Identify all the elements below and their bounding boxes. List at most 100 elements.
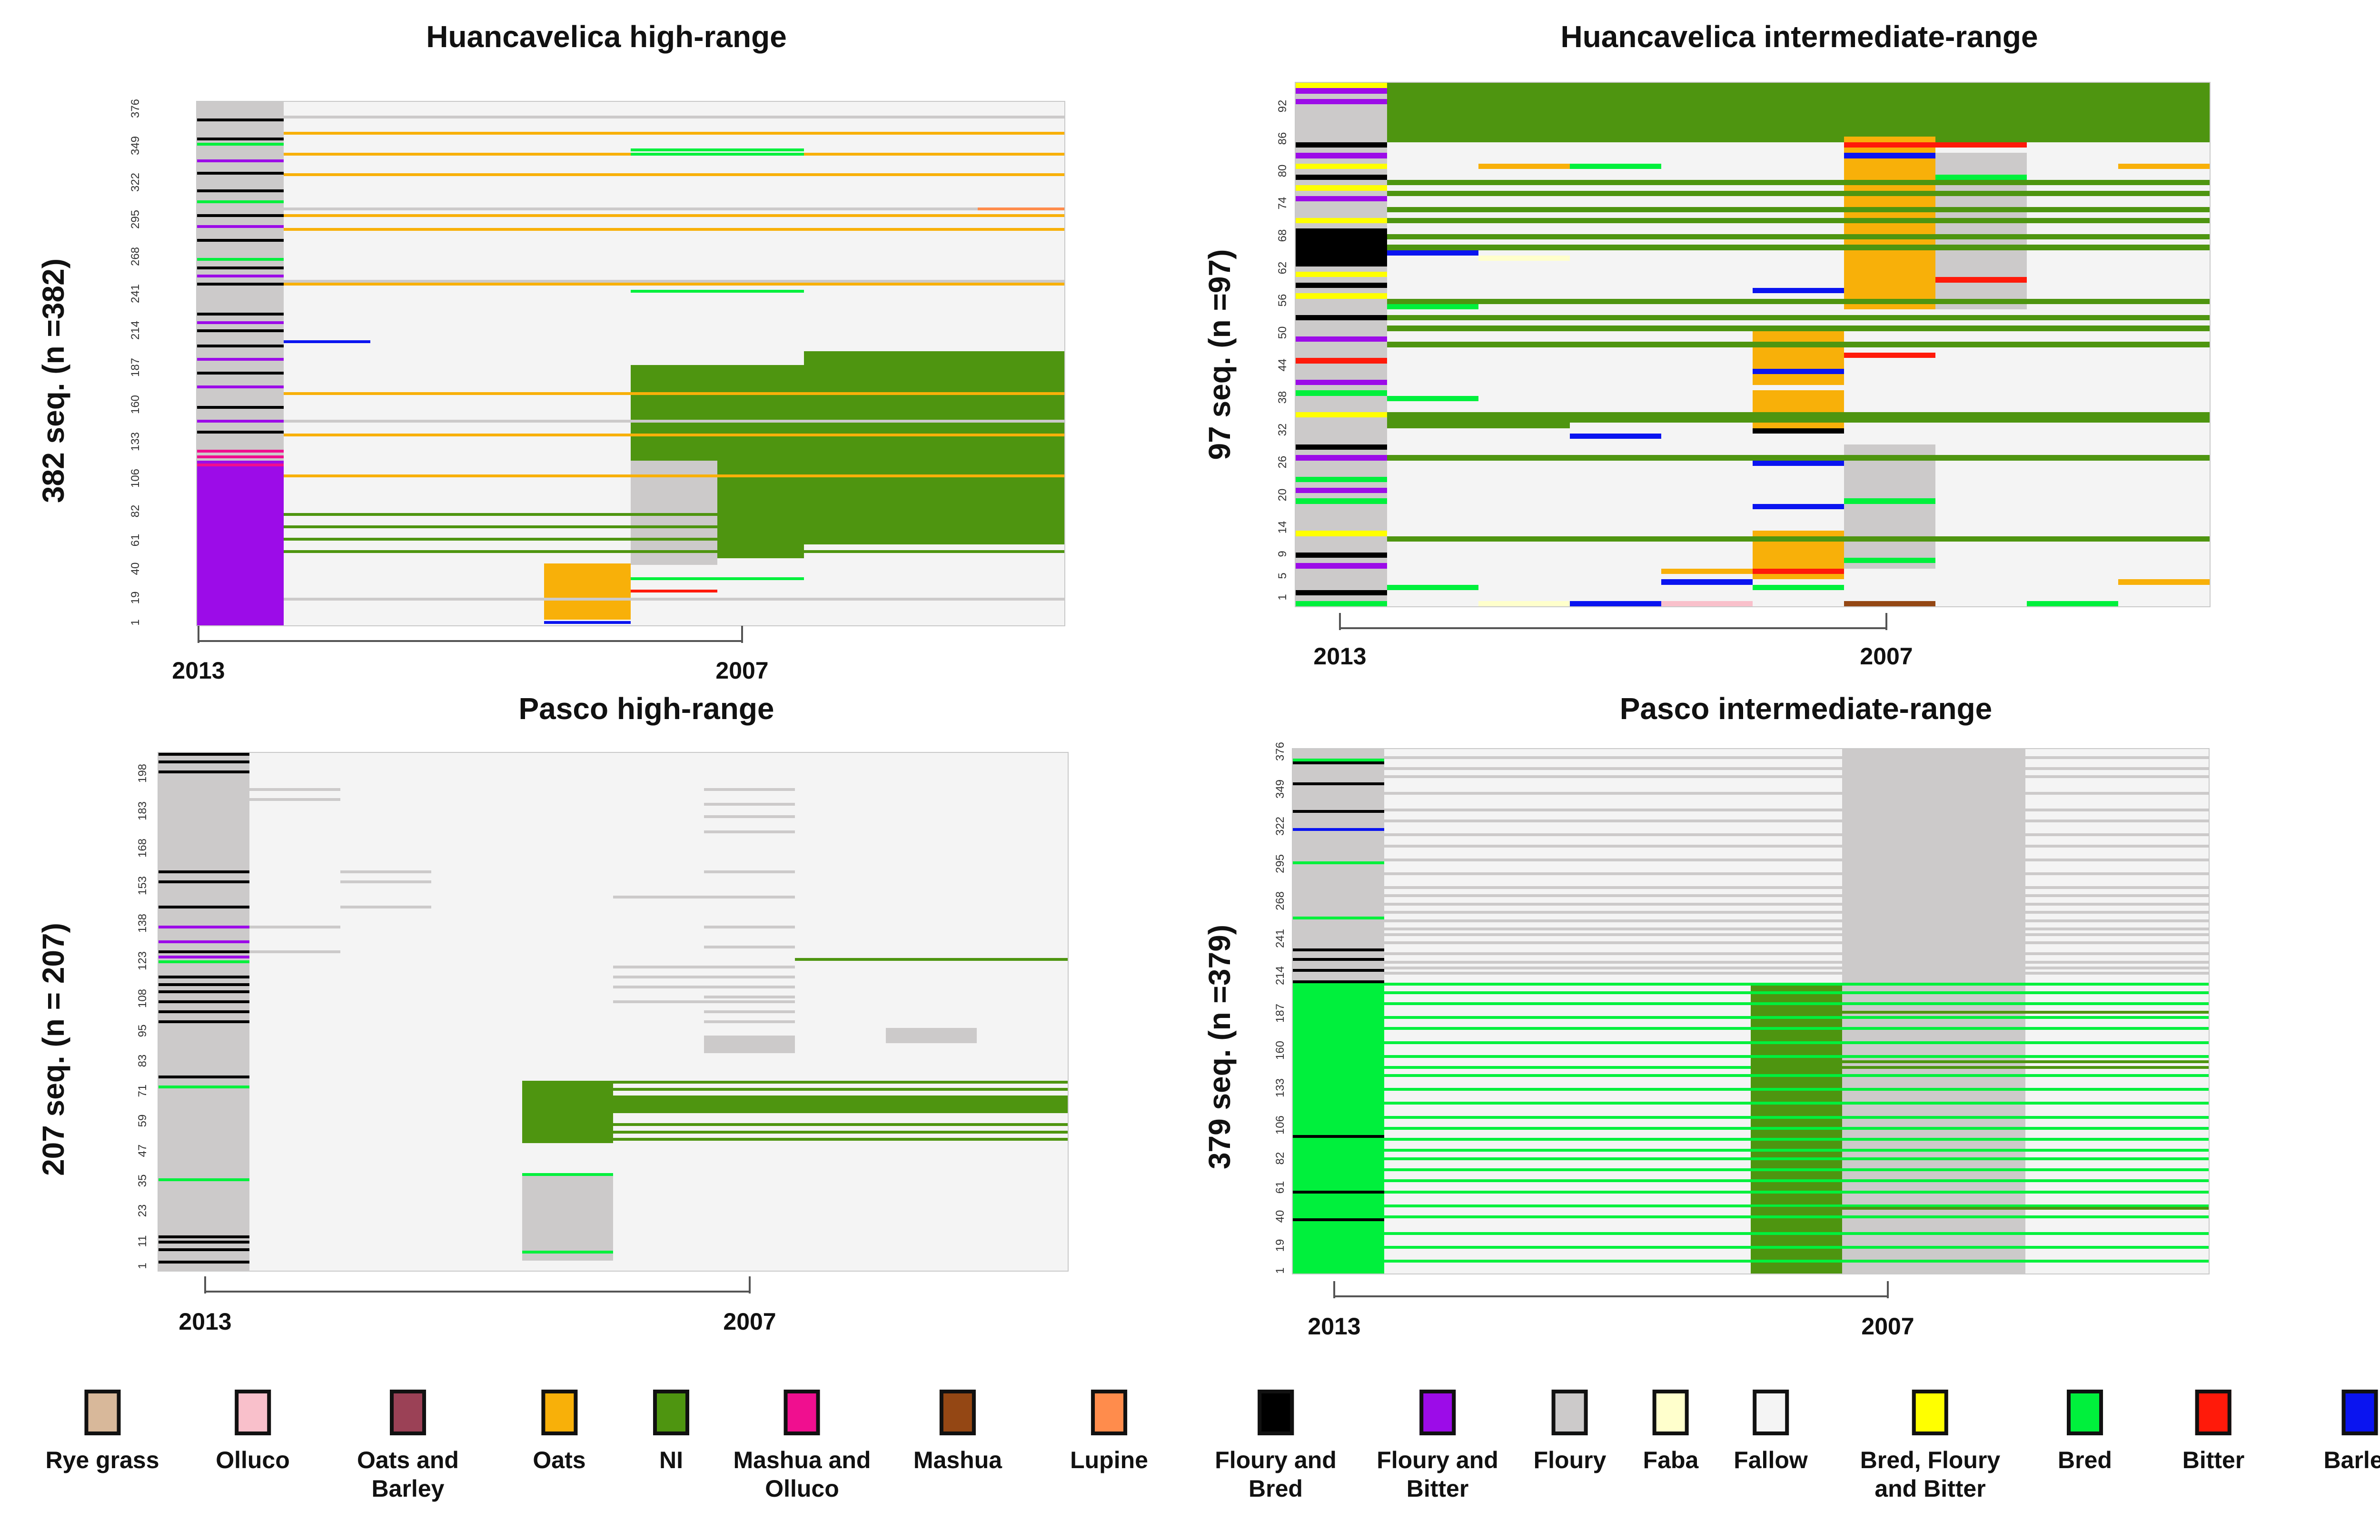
sequence-line [1296, 590, 1387, 596]
legend-swatch [1091, 1390, 1127, 1435]
legend-swatch [84, 1390, 120, 1435]
y-tick-label: 68 [1276, 229, 1289, 242]
y-tick-label: 47 [136, 1144, 149, 1157]
sequence-line [159, 925, 249, 928]
sequence-line [1384, 966, 2209, 969]
y-tick-label: 1 [1276, 594, 1289, 601]
sequence-line [1384, 1088, 2209, 1091]
sequence-line [197, 143, 284, 146]
y-tick-label: 153 [136, 876, 149, 896]
sequence-line [1935, 174, 2027, 180]
sequence-line [1751, 1207, 2209, 1210]
legend-swatch [1419, 1390, 1456, 1435]
sequence-line [1384, 756, 2209, 759]
sequence-line [159, 1240, 249, 1244]
sequence-line [1387, 250, 1478, 256]
legend-label: Faba [1643, 1447, 1699, 1473]
sequence-line [2118, 579, 2210, 585]
sequence-line [1296, 293, 1387, 299]
sequence-line [1296, 196, 1387, 202]
sequence-line [2118, 164, 2210, 169]
legend-swatch [1912, 1390, 1948, 1435]
sequence-line [1384, 1190, 2209, 1194]
y-tick-label: 160 [1274, 1041, 1287, 1060]
sequence-line [1384, 809, 2209, 812]
x-tick-mark [1339, 613, 1341, 630]
plot-area [1295, 82, 2211, 607]
legend-swatch [2066, 1390, 2103, 1435]
sequence-line [1844, 557, 1935, 563]
y-tick-label: 1 [1274, 1267, 1287, 1274]
y-tick-label: 376 [129, 99, 142, 118]
sequence-line [159, 990, 249, 994]
legend-swatch [389, 1390, 426, 1435]
sequence-line [1384, 1027, 2209, 1030]
sequence-line [1296, 379, 1387, 385]
sequence-line [1296, 336, 1387, 342]
sequence-line [197, 431, 284, 434]
x-tick-mark [204, 1276, 206, 1293]
sequence-line [1296, 142, 1387, 148]
sequence-line [1384, 919, 2209, 922]
sequence-line [249, 950, 340, 954]
x-axis-line [205, 1291, 750, 1293]
legend-item: NI [653, 1390, 689, 1474]
legend-label: Bitter [2182, 1447, 2245, 1473]
legend-label: Floury [1533, 1447, 1606, 1473]
legend-swatch [2341, 1390, 2378, 1435]
sequence-line [159, 1248, 249, 1251]
sequence-line [1384, 1055, 2209, 1058]
sequence-line [1844, 353, 1935, 358]
y-tick-label: 14 [1276, 521, 1289, 533]
sequence-line [1384, 767, 2209, 770]
sequence-line [1570, 434, 1661, 439]
y-tick-label: 349 [129, 136, 142, 155]
sequence-line [1387, 423, 1570, 428]
sequence-line [1387, 304, 1478, 310]
sequence-line [1384, 1259, 2209, 1263]
legend-label: Rye grass [45, 1447, 159, 1473]
sequence-line [1296, 99, 1387, 105]
y-tick-label: 26 [1276, 456, 1289, 469]
sequence-line [1384, 1245, 2209, 1249]
sequence-line [1384, 1138, 2209, 1141]
legend-label: NI [659, 1447, 683, 1473]
sequence-line [284, 474, 1064, 478]
sequence-line [1384, 902, 2209, 906]
sequence-line [284, 115, 1064, 118]
sequence-line [1384, 1116, 2209, 1119]
sequence-line [1751, 1010, 2209, 1014]
sequence-line [631, 152, 804, 156]
sequence-line [1296, 552, 1387, 558]
sequence-line [522, 1123, 1068, 1126]
sequence-line [197, 118, 284, 121]
sequence-line [1478, 164, 1570, 169]
sequence-line [1293, 759, 1385, 762]
plot-area [1292, 748, 2210, 1274]
sequence-line [522, 1080, 1068, 1084]
sequence-line [197, 313, 284, 316]
legend-item: Floury and Bitter [1377, 1390, 1498, 1503]
y-tick-label: 108 [136, 988, 149, 1008]
legend-item: Oats [533, 1390, 586, 1474]
sequence-line [1384, 1204, 2209, 1207]
sequence-line [1387, 455, 2210, 461]
y-axis-label: 207 seq. (n = 207) [36, 923, 70, 1176]
sequence-line [159, 1010, 249, 1014]
y-tick-label: 56 [1276, 294, 1289, 307]
sequence-line [249, 925, 340, 928]
sequence-line [1935, 142, 2027, 148]
legend-item: Faba [1643, 1390, 1699, 1474]
sequence-line [1384, 819, 2209, 823]
sequence-line [1293, 948, 1385, 951]
sequence-line [1387, 412, 2210, 418]
sequence-line [1384, 1016, 2209, 1019]
sequence-line [197, 258, 284, 261]
y-tick-label: 295 [1274, 854, 1287, 873]
sequence-line [1296, 455, 1387, 461]
sequence-line [1293, 1218, 1385, 1221]
sequence-line [795, 958, 1068, 961]
sequence-line [1293, 861, 1385, 864]
sequence-line [1296, 531, 1387, 536]
sequence-block [1387, 83, 2210, 142]
